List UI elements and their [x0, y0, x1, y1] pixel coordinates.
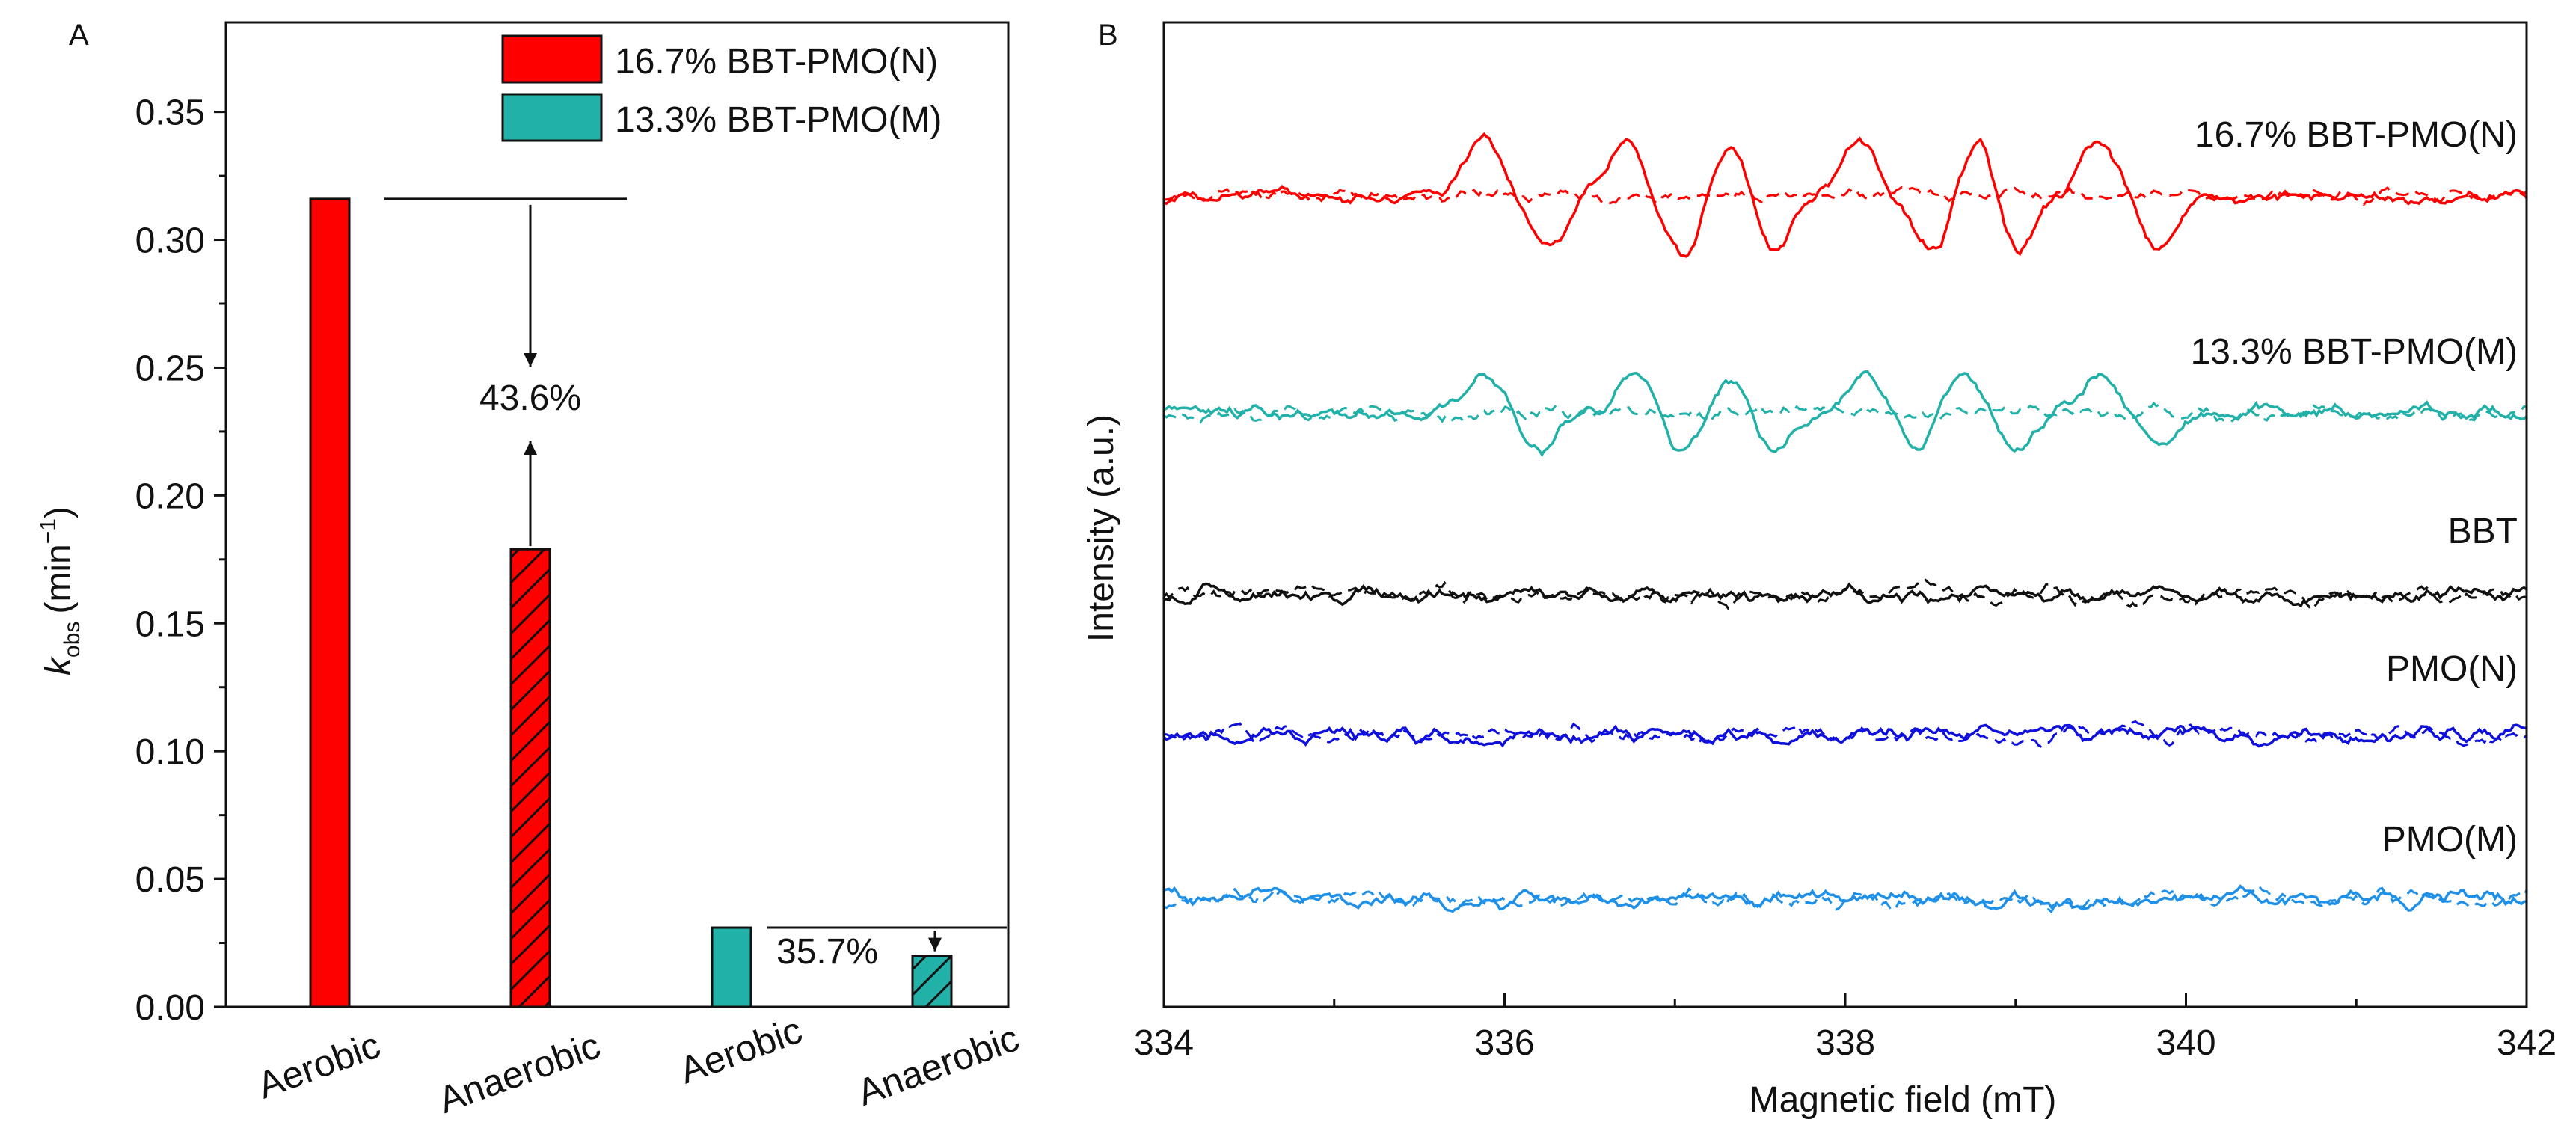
y-tick-label: 0.30 — [135, 221, 205, 261]
bar-hatch — [509, 548, 551, 1008]
panel-a-y-axis-title: kobs (min−1) — [36, 506, 85, 675]
trace-dashed — [1163, 186, 2528, 206]
legend-label-13-3: 13.3% BBT-PMO(M) — [615, 100, 942, 140]
bar — [711, 926, 752, 1008]
trace-label-16-7: 16.7% BBT-PMO(N) — [2195, 115, 2518, 155]
panel-a: A kobs(min−1) 0.000.050.100.150.200.250.… — [36, 19, 1025, 1121]
trace-label-13-3: 13.3% BBT-PMO(M) — [2191, 332, 2518, 372]
trace-label-pmo-n: PMO(N) — [2386, 649, 2518, 689]
annotation-arrowhead — [524, 441, 537, 455]
cat-label-anaerobic-1: Anaerobic — [433, 1024, 606, 1121]
trace-solid — [1163, 582, 2527, 608]
x-tick-label: 336 — [1474, 1023, 1534, 1063]
annotation-arrowhead — [928, 937, 942, 952]
trace-solid — [1163, 884, 2527, 913]
trace-dashed — [1162, 578, 2527, 612]
y-tick-label: 0.10 — [135, 732, 205, 772]
panel-a-annotations: 43.6% 35.7% — [384, 197, 1007, 972]
panel-a-ticks: 0.00 0.05 0.10 0.15 0.20 0.25 0.30 0.35 — [135, 94, 226, 1028]
x-tick-label: 340 — [2156, 1023, 2215, 1063]
panel-a-label: A — [69, 19, 89, 52]
panel-b-ticks: 334 336 338 340 342 — [1134, 993, 2557, 1063]
bar-hatch — [911, 955, 953, 1008]
panel-b-x-axis-title: Magnetic field (mT) — [1749, 1080, 2057, 1120]
y-tick-label: 0.00 — [135, 988, 205, 1028]
y-title-unit-exp: −1 — [36, 518, 61, 544]
y-title-unit-open: (min — [39, 544, 79, 613]
panel-b-traces — [1162, 132, 2528, 914]
bar — [309, 197, 351, 1008]
trace-dashed — [1163, 401, 2527, 424]
panel-a-bars — [309, 197, 953, 1008]
legend-label-16-7: 16.7% BBT-PMO(N) — [615, 42, 938, 82]
trace-label-bbt: BBT — [2448, 512, 2518, 551]
annotation-arrowhead — [524, 353, 537, 367]
y-title-unit-close: ) — [39, 506, 79, 518]
y-tick-label: 0.15 — [135, 604, 205, 644]
trace-dashed — [1163, 720, 2527, 748]
annotation-35-7: 35.7% — [776, 932, 878, 972]
x-tick-label: 334 — [1134, 1023, 1194, 1063]
panel-b-y-axis-title: Intensity (a.u.) — [1082, 414, 1121, 642]
trace-dashed — [1163, 884, 2528, 914]
legend-swatch-16-7 — [501, 34, 603, 84]
x-tick-label: 342 — [2497, 1023, 2557, 1063]
legend-swatch-13-3 — [501, 93, 603, 142]
y-tick-label: 0.05 — [135, 860, 205, 900]
trace-label-pmo-m: PMO(M) — [2382, 820, 2518, 860]
panel-b-label: B — [1098, 19, 1118, 52]
x-tick-label: 338 — [1815, 1023, 1875, 1063]
trace-solid — [1163, 370, 2528, 458]
panel-a-legend: 16.7% BBT-PMO(N) 13.3% BBT-PMO(M) — [501, 34, 942, 142]
trace-solid — [1162, 723, 2527, 748]
panel-a-frame — [224, 21, 1010, 1008]
annotation-43-6: 43.6% — [479, 379, 581, 418]
panel-b: B Intensity (a.u.) Magnetic field (mT) 3… — [1082, 19, 2557, 1120]
cat-label-anaerobic-2: Anaerobic — [852, 1017, 1025, 1114]
trace-solid — [1163, 132, 2528, 258]
y-tick-label: 0.35 — [135, 94, 205, 133]
cat-label-aerobic-2: Aerobic — [674, 1009, 807, 1092]
y-tick-label: 0.20 — [135, 477, 205, 516]
cat-label-aerobic-1: Aerobic — [252, 1024, 385, 1107]
panel-b-frame — [1162, 21, 2528, 1008]
y-title-obs: obs — [60, 622, 85, 658]
y-tick-label: 0.25 — [135, 349, 205, 388]
y-title-k: k — [39, 655, 79, 675]
